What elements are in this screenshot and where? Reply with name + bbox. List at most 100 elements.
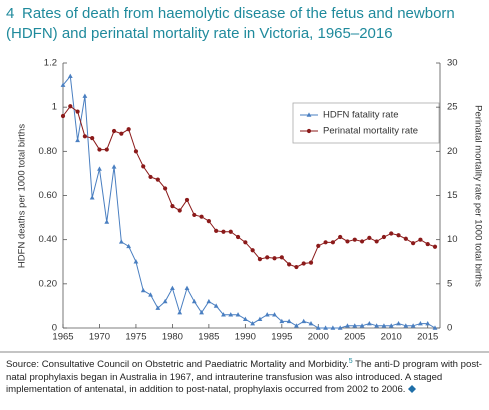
figure-number: 4: [6, 5, 15, 22]
marker: [155, 305, 161, 310]
marker: [213, 303, 219, 308]
marker: [432, 325, 438, 330]
marker: [177, 309, 183, 315]
marker: [243, 240, 248, 245]
y-tick-label: 1.2: [44, 58, 57, 69]
x-tick-label: 1990: [235, 332, 256, 343]
marker: [352, 237, 357, 242]
marker: [425, 320, 431, 326]
y2-tick-label: 20: [447, 146, 458, 157]
marker: [359, 239, 365, 244]
y2-tick-label: 0: [447, 323, 452, 334]
marker: [148, 174, 153, 180]
marker: [184, 197, 190, 203]
marker: [199, 214, 204, 219]
legend: HDFN fatality rate Perinatal mortality ra…: [292, 102, 440, 144]
y2-tick-label: 30: [447, 58, 458, 69]
marker: [396, 233, 401, 238]
marker: [330, 325, 336, 330]
marker: [403, 323, 409, 328]
marker: [89, 195, 95, 200]
source-text: Source: Consultative Council on Obstetri…: [6, 359, 349, 371]
marker: [381, 234, 387, 240]
marker: [177, 208, 182, 213]
marker: [418, 237, 423, 242]
x-tick-label: 2010: [381, 332, 402, 343]
marker: [163, 186, 168, 191]
marker: [425, 241, 430, 247]
source-ref: 5: [348, 358, 353, 365]
marker: [279, 255, 284, 260]
y2-tick-label: 15: [447, 190, 458, 201]
marker: [308, 260, 314, 265]
series-line: [62, 105, 436, 268]
marker: [403, 236, 408, 241]
marker: [170, 285, 175, 291]
marker: [221, 229, 226, 234]
y-axis-title: HDFN deaths per 1000 total births: [17, 124, 28, 268]
marker: [381, 323, 387, 328]
legend-label: HDFN fatality rate: [323, 110, 399, 121]
y-tick-label: 0.40: [39, 234, 58, 245]
y2-tick-label: 5: [447, 278, 452, 289]
marker: [345, 323, 350, 328]
marker: [352, 323, 358, 328]
marker: [323, 325, 328, 330]
marker: [264, 312, 270, 317]
marker: [432, 244, 438, 249]
y-tick-label: 0.60: [39, 190, 58, 201]
y-tick-label: 0.20: [39, 278, 58, 289]
marker: [206, 219, 211, 224]
marker: [337, 325, 343, 330]
marker: [60, 113, 66, 119]
x-tick-label: 1995: [271, 332, 292, 343]
marker: [199, 309, 204, 315]
legend-label: Perinatal mortality rate: [323, 126, 418, 137]
marker: [272, 312, 277, 317]
x-tick-label: 1970: [89, 332, 110, 343]
marker: [104, 219, 110, 224]
marker: [396, 320, 401, 326]
x-tick-label: 1975: [125, 332, 146, 343]
marker: [192, 212, 197, 218]
marker: [221, 312, 226, 317]
y2-tick-label: 10: [447, 234, 458, 245]
marker: [301, 261, 306, 266]
x-tick-label: 2005: [344, 332, 365, 343]
marker: [228, 229, 233, 234]
marker: [68, 104, 73, 109]
marker: [338, 234, 343, 240]
x-tick-label: 1965: [52, 332, 73, 343]
marker: [75, 137, 80, 143]
x-tick-label: 2000: [308, 332, 329, 343]
marker: [206, 298, 212, 304]
marker: [388, 323, 394, 328]
marker: [366, 320, 372, 326]
marker: [67, 73, 73, 79]
marker: [294, 264, 299, 270]
marker: [306, 128, 312, 134]
marker: [82, 134, 87, 139]
marker: [140, 287, 146, 293]
marker: [133, 259, 139, 264]
marker: [242, 316, 248, 321]
marker: [294, 323, 299, 328]
y-tick-label: 0: [52, 323, 57, 334]
title-block: 4 Rates of death from haemolytic disease …: [6, 4, 481, 44]
marker: [257, 316, 263, 321]
end-mark: [408, 385, 417, 394]
marker: [374, 239, 379, 244]
marker: [411, 241, 416, 246]
marker: [75, 109, 80, 114]
marker: [410, 323, 416, 328]
marker: [389, 231, 394, 236]
marker: [111, 128, 117, 134]
marker: [418, 320, 423, 326]
marker: [265, 255, 270, 260]
marker: [272, 256, 277, 261]
marker: [250, 248, 255, 253]
marker: [367, 235, 372, 240]
x-tick-label: 1980: [162, 332, 183, 343]
source-note: Source: Consultative Council on Obstetri…: [6, 356, 484, 397]
